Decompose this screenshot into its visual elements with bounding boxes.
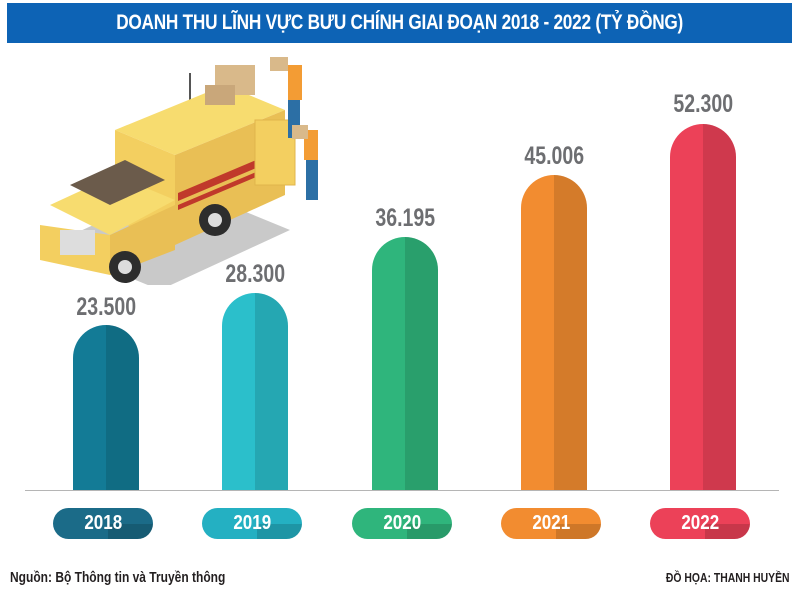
- chart-title: DOANH THU LĨNH VỰC BƯU CHÍNH GIAI ĐOẠN 2…: [7, 3, 792, 43]
- year-label-2020: 2020: [352, 508, 452, 539]
- bar-value-2020: 36.195: [375, 204, 435, 232]
- bar-value-2018: 23.500: [76, 293, 136, 321]
- chart-title-text: DOANH THU LĨNH VỰC BƯU CHÍNH GIAI ĐOẠN 2…: [116, 11, 683, 34]
- delivery-van-icon: [40, 57, 318, 285]
- year-label-2018: 2018: [53, 508, 153, 539]
- bar-2020: [372, 237, 438, 490]
- bar-value-2019: 28.300: [225, 260, 285, 288]
- bar-2021: [521, 175, 587, 490]
- year-label-2022: 2022: [650, 508, 750, 539]
- bar-2019: [222, 293, 288, 490]
- year-label-2021: 2021: [501, 508, 601, 539]
- source-note: Nguồn: Bộ Thông tin và Truyền thông: [10, 569, 226, 586]
- bar-value-2021: 45.006: [524, 142, 584, 170]
- graphic-credit: ĐỒ HỌA: THANH HUYỀN: [666, 570, 790, 585]
- x-axis-baseline: [25, 490, 779, 491]
- bar-2018: [73, 325, 139, 490]
- year-label-2019: 2019: [202, 508, 302, 539]
- bar-value-2022: 52.300: [673, 90, 733, 118]
- bar-2022: [670, 124, 736, 490]
